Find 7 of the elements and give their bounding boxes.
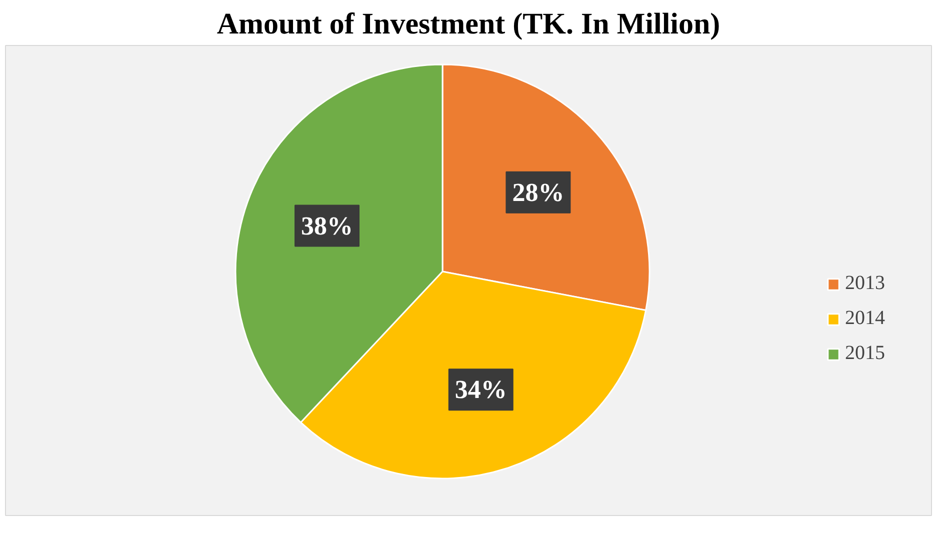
data-label: 28% (512, 178, 564, 207)
data-label: 34% (454, 375, 507, 404)
legend-label: 2013 (845, 272, 885, 295)
data-label: 38% (301, 211, 354, 240)
chart-title: Amount of Investment (TK. In Million) (216, 8, 720, 40)
legend-label: 2014 (845, 307, 885, 330)
legend-label: 2015 (845, 342, 885, 365)
